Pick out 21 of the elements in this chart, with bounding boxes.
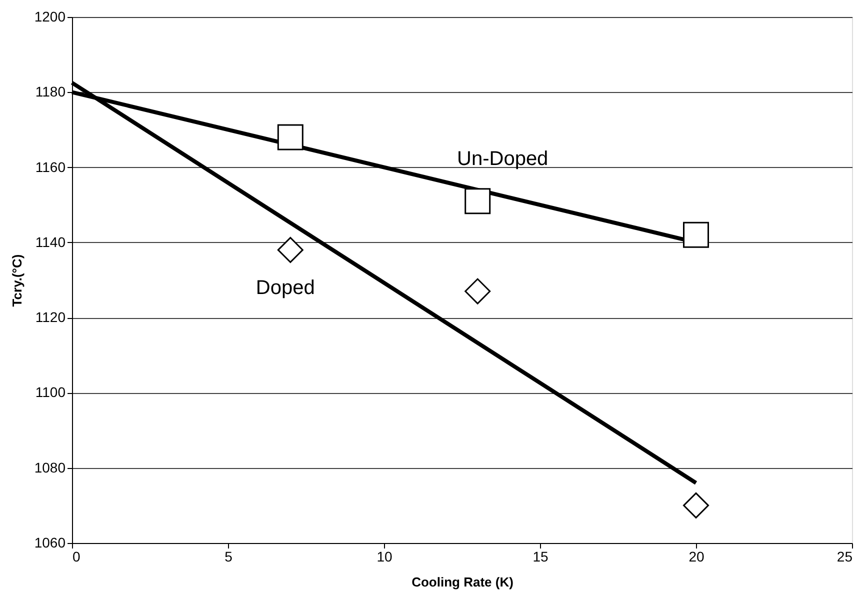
point [683, 222, 709, 248]
series-label: Doped [256, 276, 315, 299]
point [277, 124, 304, 150]
y-tick-label: 1080 [34, 459, 66, 476]
x-axis-title: Cooling Rate (K) [412, 574, 514, 590]
x-tick-label: 10 [376, 548, 392, 564]
y-tick-label: 1060 [34, 534, 66, 550]
series-label: Un-Doped [457, 148, 548, 170]
x-tick-label: 25 [836, 548, 853, 564]
y-tick-label: 1160 [35, 158, 66, 175]
y-tick-label: 1120 [35, 309, 66, 326]
y-tick-label: 1200 [34, 8, 66, 24]
y-tick-label: 1140 [35, 234, 66, 250]
x-tick-label: 0 [72, 548, 80, 564]
point [464, 188, 491, 214]
x-tick-label: 20 [688, 548, 704, 564]
x-tick-label: 15 [532, 548, 548, 564]
y-axis-title: Tcry.(°C) [9, 254, 24, 307]
y-tick-label: 1100 [35, 384, 66, 400]
y-tick-label: 1180 [35, 84, 66, 100]
x-tick-label: 5 [224, 548, 233, 564]
